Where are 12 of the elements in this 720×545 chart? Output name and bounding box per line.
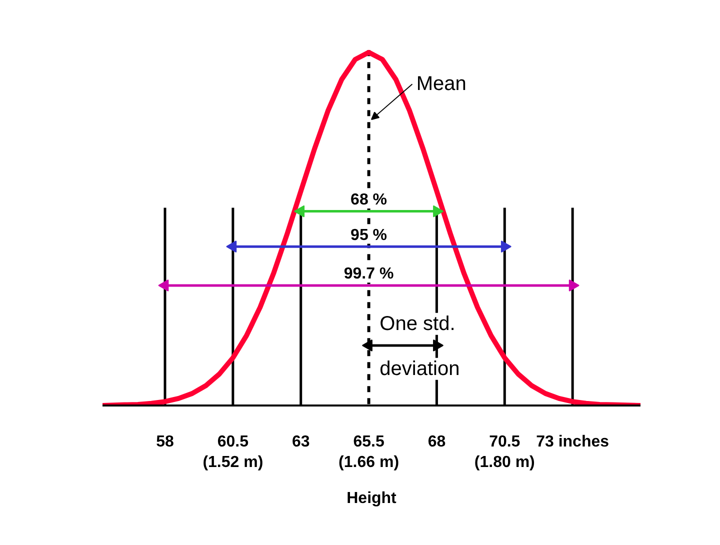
series-label: 99.7 % bbox=[344, 266, 394, 283]
x-tick-label: 58 bbox=[156, 434, 174, 450]
series-label: 95 % bbox=[350, 226, 388, 244]
ref-line-label: Mean bbox=[416, 73, 466, 96]
series-label: 68 % bbox=[350, 191, 388, 208]
x-tick-label: 63 bbox=[292, 434, 310, 450]
x-tick-label: 60.5 (1.52 m) bbox=[202, 434, 264, 471]
x-axis-title: Height bbox=[346, 490, 398, 507]
x-tick-label: 68 bbox=[428, 434, 446, 450]
x-tick-label: 73 inches bbox=[536, 434, 610, 450]
x-tick-label: 70.5 (1.80 m) bbox=[474, 434, 535, 471]
x-tick-label: 65.5 (1.66 m) bbox=[338, 434, 400, 471]
